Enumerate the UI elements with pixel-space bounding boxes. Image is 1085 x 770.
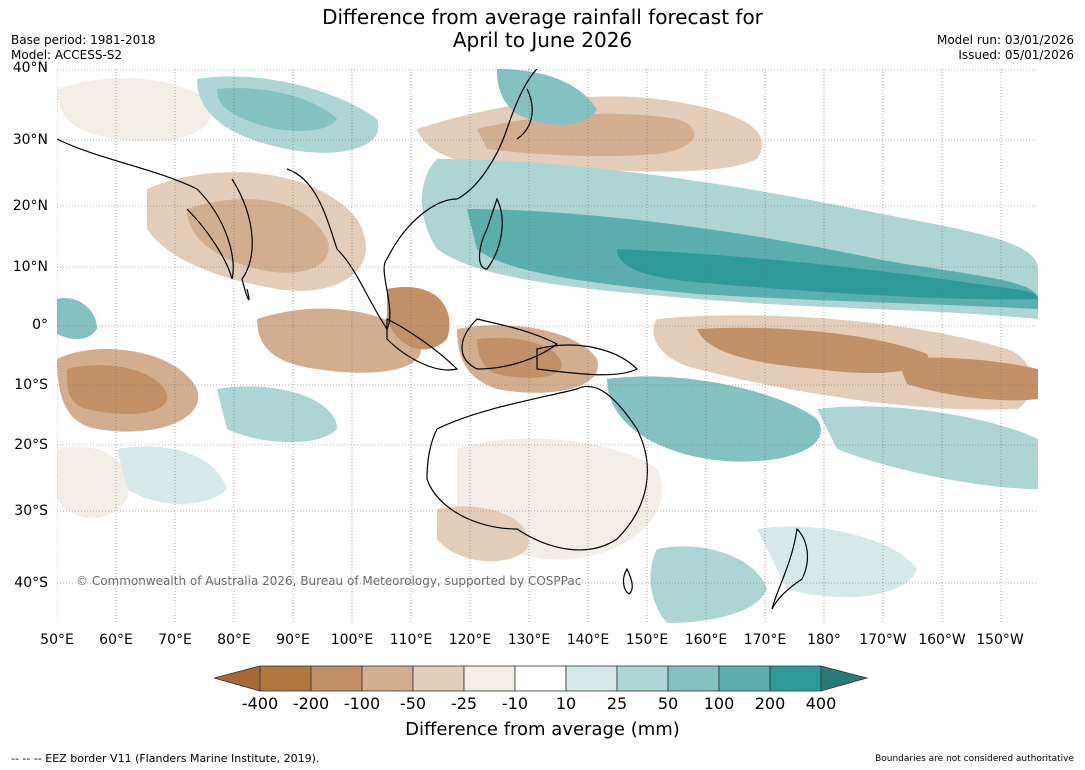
lat-label: 10°N [12,259,48,275]
lon-label: 160°W [918,632,966,648]
coastlines [57,69,809,610]
lon-label: 90°E [276,632,310,648]
color-bar-tick-label: -400 [241,694,279,713]
copyright-note: © Commonwealth of Australia 2026, Bureau… [76,574,582,588]
wet-anomaly-regions [57,69,1038,623]
color-bar-segment [769,665,822,692]
lon-label: 70°E [158,632,192,648]
color-bar-segment [412,665,465,692]
color-bar-extend-high [820,665,869,692]
lon-label: 60°E [99,632,133,648]
color-bar-tick-label: 200 [754,694,786,713]
issued-date: Issued: 05/01/2026 [958,48,1074,62]
title-line-1: Difference from average rainfall forecas… [322,5,763,29]
color-bar [214,665,869,692]
color-bar-segment [616,665,669,692]
boundary-disclaimer: Boundaries are not considered authoritat… [875,754,1074,764]
lon-label: 140°E [566,632,610,648]
lon-label: 150°W [976,632,1024,648]
model-name: Model: ACCESS-S2 [11,48,123,62]
lon-label: 110°E [389,632,433,648]
lon-label: 160°E [684,632,728,648]
lat-label: 40°N [12,60,48,76]
color-bar-tick-label: -50 [399,694,427,713]
color-bar-extend-low [214,665,261,692]
color-bar-segment [667,665,720,692]
lon-label: 100°E [330,632,374,648]
dry-anomaly-regions [57,78,1038,562]
lat-label: 30°N [12,132,48,148]
color-bar-tick-label: -10 [501,694,529,713]
color-bar-tick-label: -100 [343,694,381,713]
color-bar-tick-label: 50 [657,694,679,713]
map-svg [57,69,1038,623]
lat-label: 40°S [14,575,48,591]
lat-label: 10°S [14,377,48,393]
color-bar-segment [514,665,567,692]
lon-label: 80°E [217,632,251,648]
color-bar-segment [463,665,516,692]
lon-label: 170°E [743,632,787,648]
color-bar-tick-label: 25 [606,694,628,713]
lon-label: 120°E [448,632,492,648]
rainfall-anomaly-map [57,69,1038,623]
title-line-2: April to June 2026 [452,28,633,52]
color-bar-tick-label: 10 [555,694,577,713]
color-bar-tick-label: 100 [703,694,735,713]
base-period: Base period: 1981-2018 [11,33,156,47]
color-bar-segment [361,665,414,692]
color-bar-segment [565,665,618,692]
lat-label: 0° [32,317,48,333]
color-bar-segment [718,665,771,692]
legend-title: Difference from average (mm) [405,719,680,740]
color-bar-segment [259,665,312,692]
color-bar-tick-label: 400 [805,694,837,713]
lat-label: 30°S [14,503,48,519]
lon-label: 130°E [507,632,551,648]
eez-footnote: -- -- -- EEZ border V11 (Flanders Marine… [11,752,320,765]
color-bar-tick-label: -25 [450,694,478,713]
model-run: Model run: 03/01/2026 [936,33,1074,47]
map-gridlines [57,69,1038,623]
lon-label: 50°E [40,632,74,648]
lat-label: 20°N [12,198,48,214]
lon-label: 150°E [625,632,669,648]
lon-label: 180° [807,632,841,648]
lat-label: 20°S [14,437,48,453]
color-bar-segment [310,665,363,692]
color-bar-tick-label: -200 [292,694,330,713]
lon-label: 170°W [859,632,907,648]
